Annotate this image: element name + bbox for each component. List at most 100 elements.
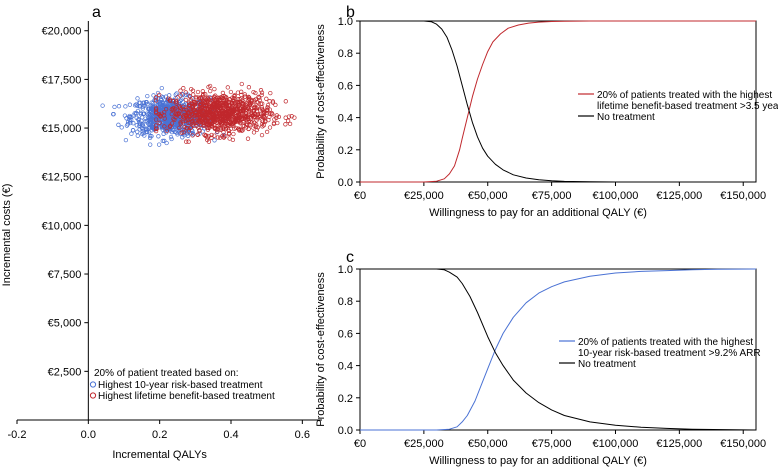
data-point	[122, 113, 128, 118]
data-point	[209, 118, 214, 124]
data-point	[222, 110, 228, 115]
data-point	[147, 122, 152, 127]
data-point	[253, 97, 258, 102]
data-point	[283, 115, 288, 120]
data-point	[217, 97, 223, 103]
data-point	[124, 123, 130, 128]
data-point	[207, 95, 213, 100]
data-point	[179, 97, 184, 102]
data-point	[172, 117, 177, 122]
data-point	[224, 103, 230, 108]
data-point	[149, 102, 154, 108]
data-point	[147, 125, 153, 130]
data-point	[167, 124, 172, 129]
data-point	[203, 92, 208, 97]
scatter-series	[153, 81, 297, 144]
data-point	[243, 114, 249, 120]
data-point	[189, 115, 195, 120]
data-point	[259, 92, 264, 98]
data-point	[211, 100, 216, 105]
y-tick-label: €2,500	[48, 366, 82, 378]
series-line	[360, 20, 756, 183]
data-point	[262, 114, 267, 120]
data-point	[243, 108, 248, 113]
data-point	[212, 86, 217, 92]
data-point	[264, 129, 270, 135]
legend-label: 20% of patients treated with the highest	[578, 337, 753, 348]
panel-label: a	[92, 4, 101, 21]
y-tick-label: 0.6	[338, 80, 353, 92]
x-tick-label: €150,000	[720, 190, 766, 202]
data-point	[153, 98, 159, 103]
x-tick-label: €0	[354, 438, 366, 450]
data-point	[251, 130, 257, 135]
data-point	[191, 111, 196, 116]
x-tick-label: 0.6	[295, 429, 310, 441]
data-point	[212, 138, 217, 143]
data-point	[181, 115, 187, 120]
data-point	[142, 100, 147, 105]
data-point	[164, 140, 169, 146]
data-point	[232, 95, 237, 101]
data-point	[259, 121, 265, 127]
data-point	[199, 96, 204, 101]
data-point	[123, 104, 128, 109]
data-point	[258, 101, 263, 106]
data-point	[265, 102, 271, 108]
x-tick-label: -0.2	[8, 429, 27, 441]
x-tick-label: €25,000	[404, 190, 444, 202]
x-tick-label: €75,000	[532, 190, 572, 202]
data-point	[160, 138, 165, 144]
legend-label: lifetime benefit-based treatment >3.5 ye…	[597, 101, 778, 112]
data-point	[227, 136, 232, 141]
panel-a: a €2,500 €5,000 €7,500 €10,000 €12,500 €15,000…	[1, 4, 322, 461]
data-point	[229, 115, 234, 120]
data-point	[127, 102, 133, 107]
data-point	[189, 120, 195, 125]
series-line	[360, 20, 756, 183]
data-point	[235, 99, 240, 105]
data-point	[239, 112, 244, 117]
data-point	[169, 121, 175, 126]
data-point	[151, 113, 156, 118]
x-tick-label: €150,000	[720, 438, 766, 450]
data-point	[211, 118, 217, 123]
data-point	[237, 99, 242, 105]
data-point	[153, 105, 159, 111]
data-point	[283, 122, 288, 127]
data-point	[185, 105, 191, 110]
data-point	[145, 106, 151, 111]
data-point	[232, 105, 237, 110]
data-point	[111, 112, 116, 117]
data-point	[194, 123, 199, 129]
y-tick-label: €15,000	[42, 123, 82, 135]
data-point	[186, 129, 192, 134]
data-point	[204, 121, 209, 127]
data-point	[144, 127, 149, 133]
data-point	[141, 111, 147, 116]
data-point	[181, 86, 186, 91]
data-point	[189, 86, 194, 92]
x-tick-label: €50,000	[468, 438, 508, 450]
data-point	[159, 104, 164, 109]
data-point	[183, 90, 188, 95]
data-point	[237, 97, 242, 102]
data-point	[259, 106, 265, 112]
data-point	[164, 128, 169, 134]
data-point	[209, 111, 215, 116]
data-point	[162, 138, 167, 144]
data-point	[196, 111, 202, 116]
data-point	[215, 135, 221, 140]
data-point	[148, 142, 153, 147]
data-point	[131, 121, 136, 126]
data-point	[174, 112, 179, 118]
data-point	[227, 97, 232, 102]
data-point	[268, 90, 273, 96]
data-point	[220, 90, 226, 96]
data-point	[209, 124, 215, 129]
data-point	[175, 132, 180, 137]
data-point	[153, 110, 159, 116]
x-tick-label: €125,000	[656, 438, 702, 450]
y-tick-label: 0.2	[338, 145, 353, 157]
data-point	[196, 117, 201, 123]
